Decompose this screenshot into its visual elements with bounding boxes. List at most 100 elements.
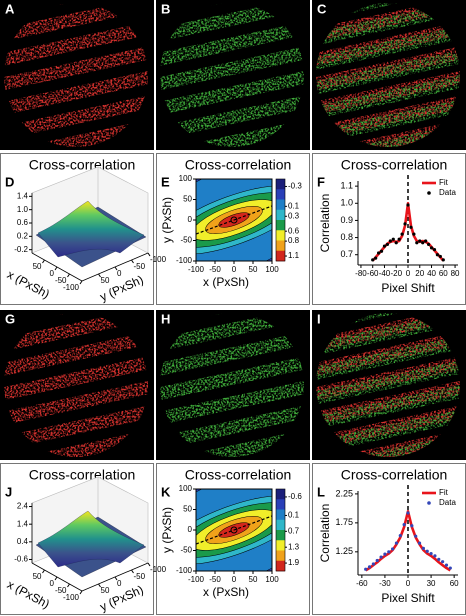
stripe [4, 85, 148, 144]
panel-label: L [317, 484, 325, 499]
colorbar-tick-label: 1.9 [288, 558, 300, 567]
data-point [437, 557, 441, 561]
colorbar-band [276, 250, 285, 262]
panel-border [156, 153, 310, 305]
z-tick-label: 2.4 [17, 502, 29, 511]
colorbar-band [276, 209, 285, 221]
peak-marker [230, 526, 238, 534]
x-tick-label: 50 [249, 265, 258, 274]
data-point [415, 241, 419, 245]
stripe [4, 372, 148, 431]
data-point [410, 524, 414, 528]
colorbar-frame [275, 488, 286, 572]
stripe [4, 38, 148, 98]
stripe [160, 85, 304, 144]
x-tick-label: 60 [450, 579, 459, 588]
stripe [160, 395, 304, 454]
stripe [4, 15, 148, 74]
y-tick-label: -100 [176, 566, 193, 575]
colorbar-tick-label: 0.1 [288, 511, 300, 520]
y-axis-label: Correlation [318, 194, 332, 253]
colorbar-frame [275, 178, 286, 262]
y-tick [131, 569, 134, 574]
x-tick-label: -100 [188, 575, 205, 584]
y-tick-label: -50 [180, 546, 192, 555]
ridge-line [196, 205, 272, 235]
data-point [409, 225, 413, 229]
x-axis-label: x (PxSh) [203, 585, 249, 599]
data-point [441, 258, 445, 262]
y-tick-label: 0 [188, 215, 193, 224]
data-point [414, 534, 418, 538]
z-tick-label: 0.4 [17, 537, 29, 546]
z-tick-label: 1.0 [17, 205, 29, 214]
panel-label: B [161, 1, 170, 16]
y-tick-label: 50 [183, 195, 192, 204]
data-point [371, 258, 375, 262]
data-point [388, 239, 392, 243]
data-point [406, 203, 410, 207]
stripe [316, 352, 460, 411]
data-point [375, 558, 379, 563]
x-tick-label: -50 [55, 586, 67, 595]
stripe [4, 325, 148, 384]
data-point [400, 232, 404, 236]
contour-plot [196, 179, 272, 261]
x-tick [42, 259, 45, 264]
x-tick-label: -100 [63, 593, 80, 602]
colorbar-band [276, 240, 285, 252]
data-point [371, 562, 375, 566]
colorbar-band [276, 220, 285, 231]
surface-ridge [37, 510, 145, 568]
y-tick-label: -100 [150, 255, 167, 264]
x-tick [67, 583, 70, 588]
colorbar-band [276, 189, 285, 200]
data-point [435, 253, 440, 257]
panel-label: F [317, 174, 325, 189]
stripe [160, 348, 304, 408]
x-tick-label: -100 [63, 283, 80, 292]
stripe [160, 15, 304, 74]
panel-label: K [161, 484, 171, 499]
x-tick-label: 100 [265, 265, 279, 274]
x-tick-label: 0 [50, 269, 55, 278]
chart-title: Cross-correlation [29, 157, 136, 173]
colorbar-band [276, 199, 285, 211]
x-tick-label: 30 [427, 579, 436, 588]
x-tick-label: 0 [232, 575, 237, 584]
data-point [403, 222, 407, 226]
stripe [160, 38, 304, 98]
stripe [4, 62, 148, 121]
y-tick-label: 1.75 [335, 517, 353, 527]
data-point [374, 256, 378, 260]
colorbar-band [276, 530, 285, 541]
y-tick-label: 0 [117, 579, 122, 588]
x-tick-label: 0 [50, 579, 55, 588]
panel-label: I [317, 311, 321, 326]
x-tick [79, 280, 83, 285]
stripe [4, 109, 148, 147]
x-tick [67, 273, 70, 278]
y-axis-label: y (PxSh) [160, 507, 174, 553]
panel-label: D [5, 174, 14, 189]
stripe [4, 395, 148, 454]
data-point [406, 511, 410, 515]
panel-border [156, 463, 310, 615]
y-tick-label: 0.8 [340, 232, 353, 242]
data-point [394, 541, 399, 545]
colorbar-tick-label: 0.3 [288, 211, 300, 220]
y-tick [131, 259, 134, 264]
panel-border [0, 153, 154, 305]
data-point [376, 251, 381, 255]
data-point [421, 241, 425, 245]
x-axis-label: Pixel Shift [381, 591, 435, 605]
x-tick-label: -50 [209, 265, 221, 274]
stripe [160, 109, 304, 147]
z-tick-label: -0.6 [14, 555, 28, 564]
stripe [160, 325, 304, 384]
y-tick-label: 0.7 [340, 249, 353, 259]
y-tick-label: 0 [188, 525, 193, 534]
legend-label: Fit [439, 488, 449, 497]
peak-marker [230, 216, 238, 224]
